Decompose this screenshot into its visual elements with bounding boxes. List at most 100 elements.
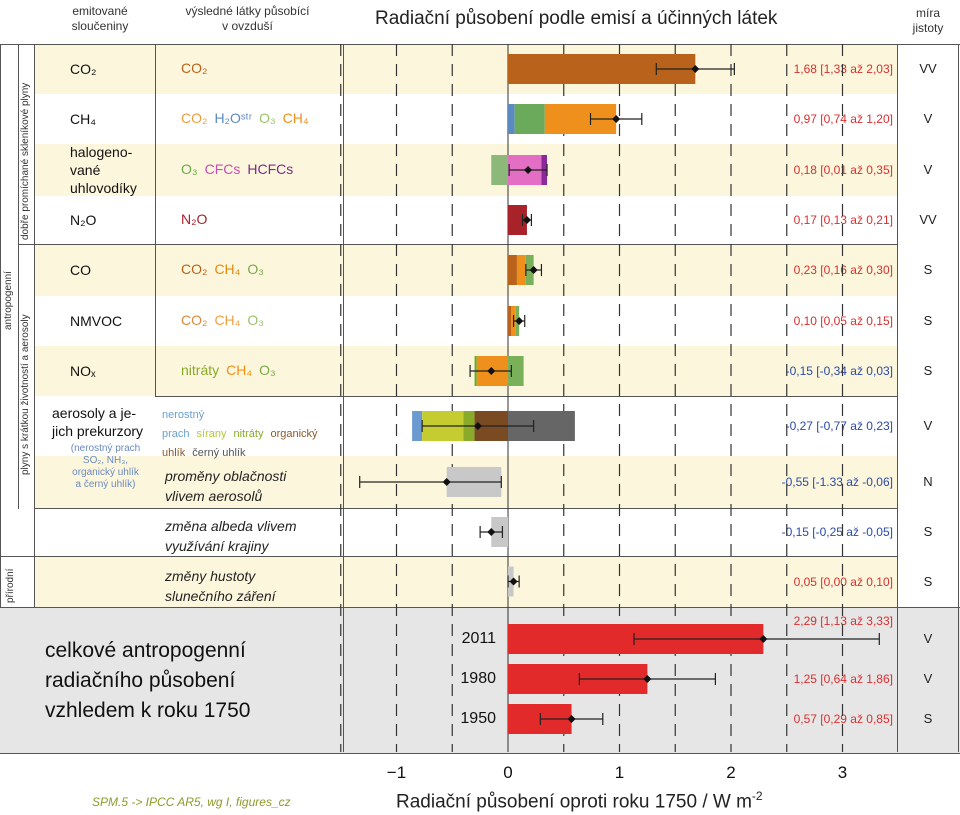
row-bg — [34, 44, 898, 94]
resulting-species: O₃ CFCs HCFCs — [181, 161, 300, 177]
x-tick-label: −1 — [386, 763, 407, 782]
year-label: 1950 — [460, 710, 496, 727]
total-forcing-value: 2,29 [1,13 až 3,33] — [793, 614, 893, 628]
resulting-species: změny hustoty slunečního záření — [165, 566, 283, 606]
best-estimate-marker — [524, 166, 533, 174]
section-divider-2 — [155, 396, 898, 397]
bar-segment — [516, 255, 526, 285]
header-conf-line1: míra — [916, 6, 940, 20]
header-divider — [0, 44, 960, 45]
forcing-value: -0,27 [-0,77 až 0,23] — [785, 419, 893, 433]
header-confidence: míra jistoty — [898, 6, 958, 36]
confidence-level: S — [923, 363, 933, 378]
chart-title: Radiační působení podle emisí a účinných… — [375, 8, 778, 29]
emitted-compound-note: (nerostný prach SO₂, NH₃, organický uhlí… — [70, 443, 141, 490]
forcing-value: 0,17 [0,13 až 0,21] — [793, 213, 893, 227]
bar-segment — [514, 104, 545, 134]
species-label: sírany — [196, 428, 227, 440]
natural-divider — [0, 556, 34, 557]
species-label: O₃ — [259, 110, 276, 126]
emitted-compound: aerosoly a je- jich prekurzory — [52, 405, 144, 439]
confidence-level: S — [923, 524, 933, 539]
row-bg — [34, 346, 898, 396]
forcing-value: 0,05 [0,00 až 0,10] — [793, 574, 893, 589]
bar-segment — [508, 205, 527, 235]
resulting-species: CO₂ CH₄ O₃ — [181, 312, 271, 328]
best-estimate-marker — [515, 317, 524, 325]
header-species-line1: výsledné látky působící — [185, 4, 310, 18]
plot-left-border — [343, 44, 344, 752]
species-label: CFCs — [204, 161, 241, 177]
ghg-divider — [18, 244, 34, 245]
emitted-compound: CO — [70, 262, 91, 278]
bar-segment — [508, 104, 515, 134]
resulting-species: CO₂ H₂Oˢᵗʳ O₃ CH₄ — [181, 110, 316, 126]
species-label: HCFCs — [247, 161, 294, 177]
species-label: změna albeda vlivem využívání krajiny — [165, 518, 297, 554]
species-label: CO₂ — [181, 60, 208, 76]
best-estimate-marker — [759, 635, 768, 643]
row-bg — [34, 244, 898, 296]
forcing-value: 1,68 [1,33 až 2,03] — [793, 62, 893, 76]
confidence-level: S — [923, 573, 933, 589]
best-estimate-marker — [567, 715, 576, 723]
species-label: nerostný prach — [162, 409, 205, 440]
species-label: O₃ — [247, 261, 264, 277]
bar-segment — [508, 255, 517, 285]
species-label: CH₄ — [282, 110, 309, 126]
resulting-species: proměny oblačnosti vlivem aerosolů — [165, 466, 286, 506]
total-section-bg — [0, 607, 960, 754]
resulting-species: CO₂ CH₄ O₃ — [181, 261, 271, 277]
footer-source: SPM.5 -> IPCC AR5, wg I, figures_cz — [92, 795, 291, 809]
year-label: 2011 — [461, 630, 496, 647]
best-estimate-marker — [522, 216, 531, 224]
resulting-species: N₂O — [181, 211, 214, 227]
header-conf-line2: jistoty — [912, 21, 944, 35]
emitted-col-border — [155, 44, 156, 396]
forcing-value: -0,15 [-0,25 až -0,05] — [781, 525, 893, 539]
x-axis-label-sup: -2 — [751, 789, 763, 803]
emitted-compound: CH₄ — [70, 111, 96, 127]
row-bg — [34, 296, 898, 346]
species-label: O₃ — [181, 161, 198, 177]
confidence-level: V — [923, 162, 933, 177]
species-label: H₂Oˢᵗʳ — [214, 110, 253, 126]
confidence-level: V — [923, 671, 933, 686]
species-label: CH₄ — [226, 362, 253, 378]
best-estimate-marker — [473, 422, 482, 430]
forcing-value: 0,18 [0,01 až 0,35] — [793, 163, 893, 177]
forcing-value: 0,23 [0,16 až 0,30] — [793, 263, 893, 277]
header-species: výsledné látky působící v ovzduší — [160, 4, 335, 34]
total-forcing-value: 0,57 [0,29 až 0,85] — [793, 712, 893, 726]
left-border — [0, 44, 1, 607]
species-label: CO₂ — [181, 261, 208, 277]
row-bg — [34, 94, 898, 144]
section-divider-1 — [34, 244, 898, 245]
row-bg — [34, 144, 898, 196]
species-label: nitráty — [233, 428, 264, 440]
header-emitted: emitované sloučeniny — [55, 4, 145, 34]
species-label: nitráty — [181, 362, 220, 378]
emitted-compound: CO₂ — [70, 61, 97, 77]
resulting-species: nitráty CH₄ O₃ — [181, 362, 283, 378]
bar-segment — [508, 306, 512, 336]
species-label: černý uhlík — [192, 447, 246, 459]
x-axis-label: Radiační působení oproti roku 1750 / W m… — [396, 789, 763, 813]
emitted-compound: NOₓ — [70, 363, 96, 379]
forcing-value: -0,55 [-1.33 až -0,06] — [781, 475, 893, 489]
bar-segment — [412, 411, 423, 441]
x-tick-label: 3 — [837, 763, 848, 782]
resulting-species: CO₂ — [181, 60, 214, 76]
confidence-level: V — [923, 631, 933, 646]
section-divider-3 — [34, 508, 898, 509]
confidence-level: N — [923, 474, 933, 489]
header-species-line2: v ovzduší — [222, 19, 273, 33]
row-bg — [34, 196, 898, 244]
forcing-value: -0,15 [-0,34 až 0,03] — [785, 364, 893, 378]
resulting-species: změna albeda vlivem využívání krajiny — [165, 516, 297, 556]
best-estimate-marker — [529, 266, 538, 274]
best-estimate-marker — [691, 65, 700, 73]
right-border — [958, 44, 959, 752]
bar-segment — [508, 356, 524, 386]
